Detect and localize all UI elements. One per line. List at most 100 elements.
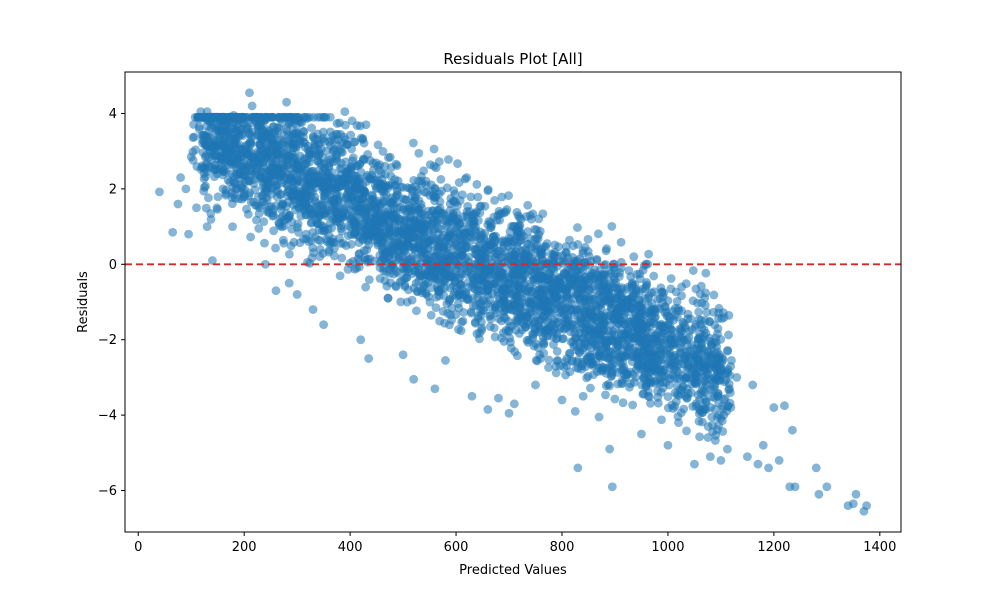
- data-point: [400, 195, 410, 205]
- data-point: [324, 186, 334, 196]
- data-point: [658, 383, 668, 393]
- data-point: [562, 354, 572, 364]
- data-point: [335, 118, 344, 128]
- data-point: [322, 146, 331, 156]
- data-point: [688, 296, 698, 306]
- data-point: [414, 148, 424, 158]
- data-point: [402, 238, 411, 248]
- data-point: [546, 249, 556, 259]
- data-point: [682, 426, 691, 436]
- data-point: [703, 369, 713, 379]
- data-point: [409, 374, 419, 384]
- data-point: [232, 154, 242, 164]
- data-point: [472, 179, 482, 189]
- data-point: [538, 209, 548, 219]
- data-point: [714, 308, 724, 318]
- data-point: [313, 172, 323, 182]
- data-point: [343, 264, 353, 274]
- data-point: [691, 356, 701, 366]
- data-point: [383, 293, 393, 303]
- data-point: [616, 237, 626, 247]
- data-point: [213, 192, 223, 202]
- data-point: [523, 312, 533, 321]
- data-point: [616, 263, 626, 273]
- data-point: [517, 298, 526, 308]
- data-point: [356, 133, 366, 143]
- data-point: [387, 231, 396, 241]
- data-point: [668, 370, 678, 380]
- data-point: [265, 112, 275, 122]
- data-point: [447, 303, 457, 313]
- data-point: [436, 174, 446, 184]
- data-point: [302, 191, 312, 201]
- data-point: [601, 390, 610, 400]
- data-point: [253, 131, 262, 141]
- data-point: [244, 151, 254, 161]
- data-point: [454, 178, 464, 187]
- data-point: [402, 273, 411, 283]
- data-point: [396, 227, 406, 237]
- data-point: [647, 298, 657, 308]
- data-point: [593, 229, 603, 239]
- data-point: [289, 140, 299, 149]
- data-point: [324, 155, 334, 165]
- data-point: [435, 316, 445, 326]
- data-point: [324, 171, 334, 181]
- data-point: [278, 112, 288, 122]
- data-point: [206, 214, 216, 224]
- data-point: [573, 364, 583, 373]
- data-point: [499, 208, 509, 218]
- data-point: [311, 232, 320, 242]
- data-point: [573, 463, 583, 473]
- data-point: [758, 440, 768, 450]
- data-point: [197, 161, 207, 171]
- data-point: [434, 205, 444, 215]
- data-point: [313, 112, 323, 122]
- data-point: [588, 321, 598, 331]
- y-tick-label: −6: [98, 484, 117, 499]
- data-point: [410, 242, 420, 251]
- data-point: [480, 241, 490, 250]
- data-point: [229, 110, 238, 120]
- data-point: [704, 347, 713, 357]
- data-point: [271, 147, 280, 157]
- data-point: [355, 249, 364, 258]
- data-point: [495, 294, 504, 304]
- data-point: [358, 155, 368, 165]
- data-point: [684, 354, 694, 364]
- data-point: [536, 301, 546, 311]
- data-point: [676, 408, 686, 418]
- data-point: [627, 292, 637, 301]
- data-point: [206, 146, 215, 156]
- data-point: [199, 168, 209, 178]
- data-point: [657, 415, 666, 425]
- data-point: [491, 305, 500, 315]
- data-point: [712, 413, 722, 422]
- data-point: [307, 253, 317, 263]
- data-point: [377, 238, 386, 247]
- data-point: [368, 232, 378, 241]
- data-point: [558, 333, 568, 343]
- data-point: [688, 266, 698, 275]
- data-point: [433, 286, 443, 296]
- data-point: [224, 130, 234, 140]
- data-point: [669, 315, 678, 325]
- data-point: [255, 139, 265, 149]
- y-tick-label: −4: [98, 409, 117, 424]
- data-point: [477, 326, 487, 335]
- data-point: [385, 152, 395, 162]
- data-point: [261, 152, 271, 162]
- data-point: [660, 308, 670, 318]
- data-point: [552, 347, 562, 356]
- data-point: [284, 249, 294, 259]
- data-point: [335, 234, 344, 243]
- data-point: [658, 366, 668, 376]
- data-point: [503, 256, 513, 265]
- data-point: [181, 184, 191, 194]
- data-point: [423, 216, 433, 225]
- data-point: [429, 161, 439, 171]
- data-point: [649, 271, 659, 281]
- data-point: [712, 425, 722, 435]
- data-point: [653, 332, 663, 342]
- data-point: [308, 243, 318, 253]
